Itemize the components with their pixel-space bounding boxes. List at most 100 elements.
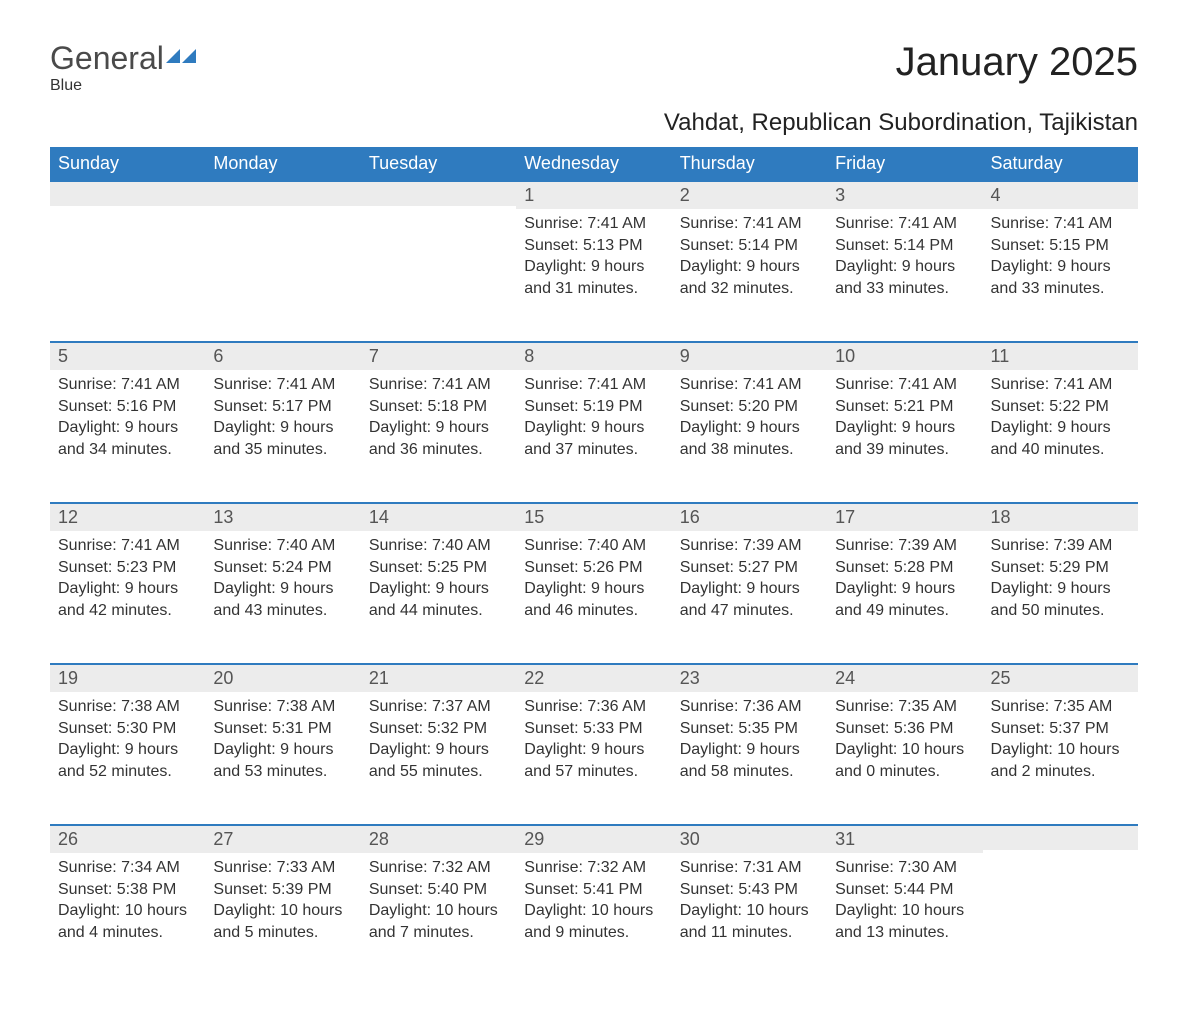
daylight-line: Daylight: 9 hours and 58 minutes. (680, 739, 819, 782)
sunrise-line: Sunrise: 7:32 AM (524, 857, 663, 879)
week-data-row: Sunrise: 7:41 AMSunset: 5:23 PMDaylight:… (50, 531, 1138, 663)
daylight-line: Daylight: 10 hours and 9 minutes. (524, 900, 663, 943)
day-cell-num: 26 (50, 824, 205, 853)
day-cell-data: Sunrise: 7:41 AMSunset: 5:23 PMDaylight:… (50, 531, 205, 663)
sunrise-line: Sunrise: 7:32 AM (369, 857, 508, 879)
sunset-line: Sunset: 5:24 PM (213, 557, 352, 579)
daylight-line: Daylight: 10 hours and 7 minutes. (369, 900, 508, 943)
empty-cell-data (50, 209, 205, 341)
day-number: 3 (827, 180, 982, 209)
day-cell-num: 27 (205, 824, 360, 853)
daylight-line: Daylight: 9 hours and 49 minutes. (835, 578, 974, 621)
sunset-line: Sunset: 5:14 PM (835, 235, 974, 257)
day-info: Sunrise: 7:41 AMSunset: 5:16 PMDaylight:… (50, 370, 205, 478)
day-info: Sunrise: 7:41 AMSunset: 5:13 PMDaylight:… (516, 209, 671, 317)
day-cell-data: Sunrise: 7:39 AMSunset: 5:27 PMDaylight:… (672, 531, 827, 663)
sunset-line: Sunset: 5:14 PM (680, 235, 819, 257)
weekday-header: Sunday (50, 147, 205, 180)
daylight-line: Daylight: 9 hours and 32 minutes. (680, 256, 819, 299)
day-number: 26 (50, 824, 205, 853)
sunrise-line: Sunrise: 7:34 AM (58, 857, 197, 879)
day-cell-data: Sunrise: 7:40 AMSunset: 5:26 PMDaylight:… (516, 531, 671, 663)
day-number: 20 (205, 663, 360, 692)
sunset-line: Sunset: 5:21 PM (835, 396, 974, 418)
week-daynum-row: 12131415161718 (50, 502, 1138, 531)
day-cell-num: 1 (516, 180, 671, 209)
sunset-line: Sunset: 5:31 PM (213, 718, 352, 740)
day-cell-num: 31 (827, 824, 982, 853)
day-cell-data: Sunrise: 7:38 AMSunset: 5:31 PMDaylight:… (205, 692, 360, 824)
day-number: 4 (983, 180, 1138, 209)
day-info: Sunrise: 7:41 AMSunset: 5:14 PMDaylight:… (827, 209, 982, 317)
day-info: Sunrise: 7:41 AMSunset: 5:18 PMDaylight:… (361, 370, 516, 478)
day-cell-data: Sunrise: 7:41 AMSunset: 5:14 PMDaylight:… (827, 209, 982, 341)
daylight-line: Daylight: 10 hours and 2 minutes. (991, 739, 1130, 782)
day-number: 12 (50, 502, 205, 531)
sunrise-line: Sunrise: 7:33 AM (213, 857, 352, 879)
day-info: Sunrise: 7:32 AMSunset: 5:41 PMDaylight:… (516, 853, 671, 961)
location-text: Vahdat, Republican Subordination, Tajiki… (50, 109, 1138, 137)
weekday-header: Wednesday (516, 147, 671, 180)
sunset-line: Sunset: 5:28 PM (835, 557, 974, 579)
day-cell-num: 13 (205, 502, 360, 531)
day-number: 27 (205, 824, 360, 853)
day-info: Sunrise: 7:40 AMSunset: 5:24 PMDaylight:… (205, 531, 360, 639)
day-cell-data: Sunrise: 7:37 AMSunset: 5:32 PMDaylight:… (361, 692, 516, 824)
day-cell-num: 3 (827, 180, 982, 209)
day-cell-num: 29 (516, 824, 671, 853)
daylight-line: Daylight: 9 hours and 42 minutes. (58, 578, 197, 621)
sunrise-line: Sunrise: 7:41 AM (680, 213, 819, 235)
logo: General Blue (50, 40, 196, 95)
day-cell-data: Sunrise: 7:32 AMSunset: 5:41 PMDaylight:… (516, 853, 671, 985)
day-number: 17 (827, 502, 982, 531)
day-info: Sunrise: 7:38 AMSunset: 5:31 PMDaylight:… (205, 692, 360, 800)
day-cell-num: 19 (50, 663, 205, 692)
empty-day (361, 180, 516, 206)
day-cell-data: Sunrise: 7:41 AMSunset: 5:17 PMDaylight:… (205, 370, 360, 502)
day-cell-num: 22 (516, 663, 671, 692)
day-cell-data: Sunrise: 7:36 AMSunset: 5:35 PMDaylight:… (672, 692, 827, 824)
sunset-line: Sunset: 5:20 PM (680, 396, 819, 418)
empty-cell-num (361, 180, 516, 209)
day-number: 19 (50, 663, 205, 692)
weekday-header-row: SundayMondayTuesdayWednesdayThursdayFrid… (50, 147, 1138, 180)
week-data-row: Sunrise: 7:38 AM Sunset: 5:30 PM Daylight:… (50, 692, 1138, 824)
day-cell-data: Sunrise: 7:41 AMSunset: 5:20 PMDaylight:… (672, 370, 827, 502)
sunset-line: Sunset: 5:41 PM (524, 879, 663, 901)
day-cell-num: 7 (361, 341, 516, 370)
day-number: 1 (516, 180, 671, 209)
daylight-line: Daylight: 9 hours and 50 minutes. (991, 578, 1130, 621)
sunset-line: Sunset: 5:43 PM (680, 879, 819, 901)
sunset-line: Sunset: 5:16 PM (58, 396, 197, 418)
empty-cell-num (205, 180, 360, 209)
day-cell-num: 2 (672, 180, 827, 209)
day-cell-num: 15 (516, 502, 671, 531)
day-cell-num: 6 (205, 341, 360, 370)
day-number: 29 (516, 824, 671, 853)
sunset-line: Sunset: 5:13 PM (524, 235, 663, 257)
daylight-line: Daylight: 9 hours and 33 minutes. (835, 256, 974, 299)
day-number: 24 (827, 663, 982, 692)
day-cell-num: 23 (672, 663, 827, 692)
page-title: January 2025 (896, 40, 1138, 85)
day-cell-data: Sunrise: 7:31 AMSunset: 5:43 PMDaylight:… (672, 853, 827, 985)
day-cell-data: Sunrise: 7:35 AMSunset: 5:36 PMDaylight:… (827, 692, 982, 824)
day-cell-num: 11 (983, 341, 1138, 370)
sunset-line: Sunset: 5:30 PM (58, 718, 197, 740)
sunset-line: Sunset: 5:19 PM (524, 396, 663, 418)
day-info: Sunrise: 7:41 AMSunset: 5:14 PMDaylight:… (672, 209, 827, 317)
sunset-line: Sunset: 5:33 PM (524, 718, 663, 740)
daylight-line: Daylight: 9 hours and 40 minutes. (991, 417, 1130, 460)
sunset-line: Sunset: 5:15 PM (991, 235, 1130, 257)
day-cell-data: Sunrise: 7:41 AMSunset: 5:16 PMDaylight:… (50, 370, 205, 502)
sunrise-line: Sunrise: 7:41 AM (991, 374, 1130, 396)
day-info: Sunrise: 7:41 AMSunset: 5:21 PMDaylight:… (827, 370, 982, 478)
day-cell-data: Sunrise: 7:40 AMSunset: 5:25 PMDaylight:… (361, 531, 516, 663)
sunrise-line: Sunrise: 7:41 AM (835, 374, 974, 396)
sunrise-line: Sunrise: 7:38 AM (213, 696, 352, 718)
sunrise-line: Sunrise: 7:41 AM (213, 374, 352, 396)
day-number: 31 (827, 824, 982, 853)
day-info: Sunrise: 7:32 AMSunset: 5:40 PMDaylight:… (361, 853, 516, 961)
sunrise-line: Sunrise: 7:41 AM (369, 374, 508, 396)
logo-text-blue: Blue (50, 77, 82, 94)
